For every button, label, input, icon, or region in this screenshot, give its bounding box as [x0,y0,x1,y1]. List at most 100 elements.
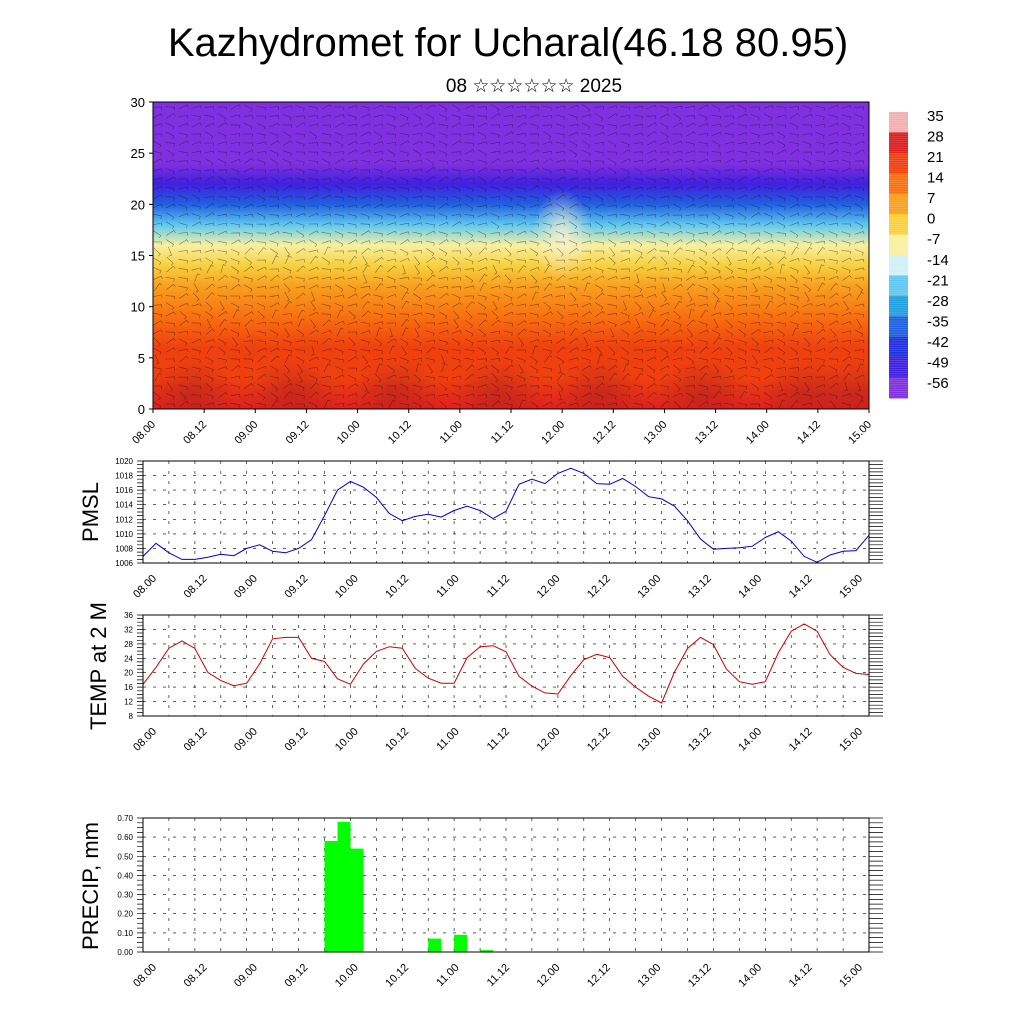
colorbar-swatch [889,234,908,256]
warm-core [555,358,646,409]
colorbar-label: 7 [927,190,935,207]
colorbar-label: -49 [927,354,949,371]
y-tick-label: 1016 [115,486,133,495]
y-tick-label: 15 [131,249,145,264]
y-tick-label: 25 [131,146,145,161]
colorbar-banding [889,111,908,399]
x-tick-label: 08.00 [131,962,159,990]
y-tick-label: 1014 [115,501,133,510]
x-tick-label: 10.12 [386,419,414,447]
colorbar-label: -35 [927,313,949,330]
x-tick-label: 13.12 [686,726,714,754]
x-tick-label: 13.00 [635,573,663,601]
colorbar-label: -56 [927,375,949,392]
colorbar-label: 0 [927,211,935,228]
warm-core [811,358,869,409]
x-tick-label: 09.00 [232,573,260,601]
x-tick-label: 13.12 [686,962,714,990]
colorbar-label: 21 [927,149,944,166]
colorbar-swatch [889,295,908,317]
y-tick-label: 30 [131,95,145,110]
y-tick-label: 1008 [115,544,133,553]
colorbar-swatch [889,214,908,236]
colorbar-swatch [889,132,908,154]
y-tick-label: 28 [124,640,133,649]
x-tick-label: 15.00 [837,962,865,990]
y-tick-label: 0.30 [117,891,133,900]
x-tick-label: 11.12 [485,726,512,753]
x-tick-label: 13.00 [635,726,663,754]
chart-title: Kazhydromet for Ucharal(46.18 80.95) [168,21,848,65]
x-tick-label: 09.12 [282,573,310,601]
colorbar-swatch [889,377,908,399]
temp-2m-panel: 8 12 16 20 24 28 32 36 08.00 08.12 09.00 09.12 10.00… [86,602,883,754]
y-tick-label: 1010 [115,530,133,539]
x-tick-label: 08.12 [182,962,210,990]
colorbar-swatch [889,255,908,276]
x-tick-label: 11.12 [489,419,516,446]
grid-lines [143,817,869,953]
x-tick-label: 08.00 [131,726,159,754]
y-tick-label: 20 [131,197,145,212]
x-tick-label: 08.12 [182,726,210,754]
series-line [142,467,870,563]
x-tick-label: 11.00 [434,962,461,989]
x-tick-label: 11.00 [438,419,465,446]
x-tick-label: 09.12 [282,726,310,754]
colorbar-label: -7 [927,231,940,248]
x-tick-label: 09.12 [282,962,310,990]
x-tick-label: 10.12 [383,573,411,601]
y-minor-ticks [137,460,883,564]
y-tick-label: 12 [124,698,133,707]
x-tick-label: 15.00 [837,726,865,754]
y-tick-label: 8 [129,712,134,721]
heatmap-field [153,102,869,409]
panel-frame [142,460,870,564]
y-tick-label: 0.50 [117,852,133,861]
colorbar-swatch [889,112,908,133]
y-tick-label: 1018 [115,472,133,481]
colorbar-swatch [889,152,908,174]
panel-frame [142,817,870,953]
grid-lines [143,614,869,717]
x-tick-label: 10.00 [333,573,361,601]
warm-core [657,358,748,409]
colorbar-swatch [889,336,908,358]
x-tick-label: 10.12 [383,726,411,754]
precip-bar [324,841,338,952]
precip-bar [428,938,442,952]
x-tick-label: 08.12 [182,573,210,601]
x-tick-label: 11.00 [434,573,461,600]
y-tick-label: 0 [138,402,145,417]
series-line [142,623,870,704]
grid-lines [143,460,869,564]
y-tick-label: 20 [124,669,133,678]
wind-barbs [153,104,865,409]
y-tick-label: 1020 [115,457,133,466]
y-minor-ticks [137,614,883,717]
cool-intrusion [532,190,593,281]
x-tick-label: 13.12 [693,419,721,447]
colorbar-label: 14 [927,170,944,187]
x-tick-label: 08.00 [130,419,158,447]
x-tick-label: 11.12 [485,962,512,989]
x-tick-label: 10.00 [333,962,361,990]
y-axis-title: PRECIP, mm [78,822,103,950]
x-tick-label: 14.00 [744,419,772,447]
heatmap-fill [153,102,869,409]
y-tick-label: 1006 [115,559,133,568]
x-tick-label: 14.12 [787,726,815,754]
precip-panel: 0.00 0.10 0.20 0.30 0.40 0.50 0.60 0.70 08.00 08.… [78,814,883,990]
x-tick-label: 09.00 [232,726,260,754]
x-tick-label: 09.00 [232,962,260,990]
colorbar-swatch [889,275,908,297]
x-tick-label: 12.00 [535,573,563,601]
x-tick-label: 13.00 [635,962,663,990]
colorbar-label: -14 [927,252,949,269]
y-minor-ticks [137,817,883,953]
x-tick-label: 15.00 [846,419,874,447]
y-tick-label: 0.10 [117,929,133,938]
x-tick-label: 09.12 [284,419,312,447]
